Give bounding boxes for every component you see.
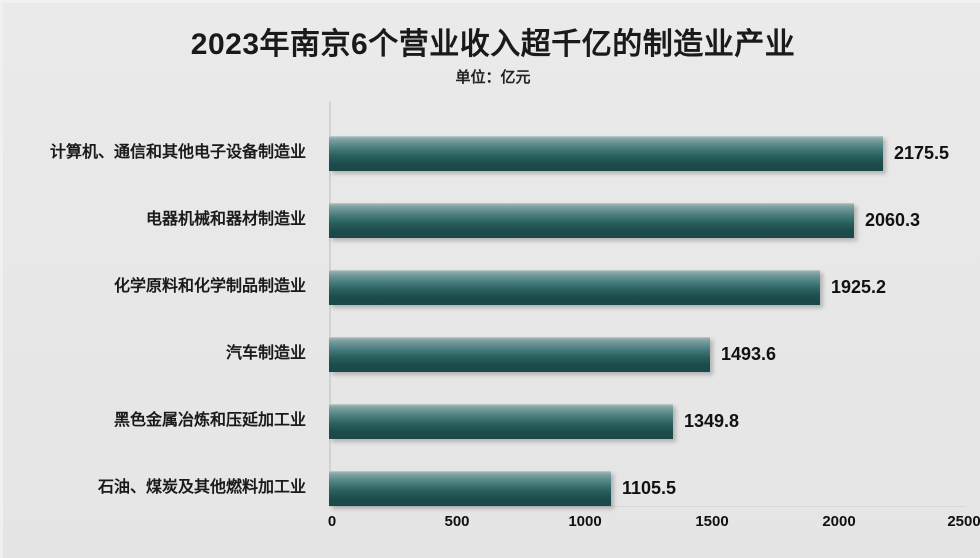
- chart-subtitle: 单位：亿元: [455, 69, 531, 86]
- x-axis-tick: 0: [327, 513, 337, 530]
- category-label: 黑色金属冶炼和压延加工业: [113, 412, 306, 429]
- value-label: 2060.3: [865, 210, 921, 230]
- bar-segment: [329, 404, 673, 439]
- value-label: 1925.2: [831, 277, 887, 297]
- category-label: 计算机、通信和其他电子设备制造业: [49, 144, 306, 161]
- value-label: 1493.6: [721, 344, 777, 364]
- bar-row: 石油、煤炭及其他燃料加工业 1105.5: [98, 471, 966, 538]
- bar-container[interactable]: [329, 471, 611, 506]
- category-label: 汽车制造业: [225, 345, 306, 362]
- x-axis-line: [329, 506, 966, 507]
- bar-row: 化学原料和化学制品制造业 1925.2: [114, 270, 966, 337]
- bar-segment: [329, 471, 611, 506]
- bar-container[interactable]: [329, 337, 710, 372]
- category-label: 石油、煤炭及其他燃料加工业: [97, 479, 306, 496]
- x-axis-tick: 1500: [695, 513, 729, 530]
- bar-segment: [329, 136, 883, 171]
- bar-container[interactable]: [329, 270, 820, 305]
- bar-container[interactable]: [329, 203, 854, 238]
- bar-container[interactable]: [329, 136, 883, 171]
- value-label: 1105.5: [622, 478, 677, 498]
- bar-row: 黑色金属冶炼和压延加工业 1349.8: [114, 404, 966, 471]
- plot-area: 计算机、通信和其他电子设备制造业 2175.5 电器机械和器材制造业 2060.…: [50, 101, 966, 506]
- bar-row: 电器机械和器材制造业 2060.3: [146, 203, 966, 270]
- bar-row: 计算机、通信和其他电子设备制造业 2175.5: [50, 136, 966, 203]
- bar-row: 汽车制造业 1493.6: [226, 337, 966, 404]
- bar-segment: [329, 337, 710, 372]
- chart-title: 2023年南京6个营业收入超千亿的制造业产业: [190, 28, 796, 61]
- x-axis-tick: 2500: [947, 513, 980, 530]
- category-label: 电器机械和器材制造业: [145, 211, 306, 228]
- bar-segment: [329, 270, 820, 305]
- x-axis-tick: 500: [444, 513, 470, 530]
- value-label: 2175.5: [894, 143, 950, 163]
- x-axis-tick: 1000: [568, 513, 602, 530]
- x-axis-tick: 2000: [822, 513, 856, 530]
- bar-segment: [329, 203, 854, 238]
- category-label: 化学原料和化学制品制造业: [113, 278, 306, 295]
- bar-container[interactable]: [329, 404, 673, 439]
- value-label: 1349.8: [684, 411, 740, 431]
